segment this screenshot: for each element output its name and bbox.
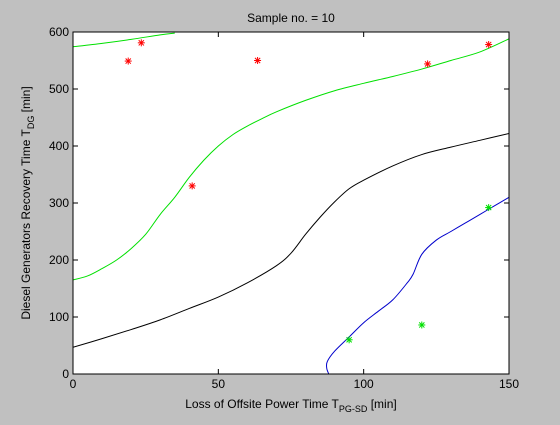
x-tick-label: 50 <box>212 377 226 391</box>
data-point-asterisk-7 <box>345 336 353 344</box>
data-point-asterisk-1 <box>124 57 132 65</box>
x-axis-label: Loss of Offsite Power Time TPG-SD [min] <box>185 397 396 414</box>
series-curve-2 <box>73 32 175 48</box>
series-curve-3 <box>73 132 509 348</box>
series-curve-1 <box>73 38 509 281</box>
data-point-asterisk-6 <box>485 41 493 49</box>
markers-layer <box>124 39 493 344</box>
curves-layer <box>73 32 509 374</box>
x-tick-label: 0 <box>70 377 77 391</box>
data-point-asterisk-3 <box>254 57 262 64</box>
y-axis-label: Diesel Generators Recovery Time TDG [min… <box>19 86 36 319</box>
x-axis-label-unit: [min] <box>367 397 396 411</box>
data-point-asterisk-4 <box>188 182 196 190</box>
y-axis-label-unit: [min] <box>19 86 33 115</box>
y-axis-label-subscript: DG <box>26 116 36 130</box>
x-tick-label: 100 <box>354 377 374 391</box>
x-axis-label-subscript: PG-SD <box>339 404 368 414</box>
y-tick-label: 0 <box>62 367 69 381</box>
series-curve-4 <box>325 196 509 374</box>
y-tick-label: 300 <box>49 196 69 210</box>
chart-title: Sample no. = 10 <box>247 11 335 25</box>
data-point-asterisk-9 <box>485 204 493 212</box>
data-point-asterisk-5 <box>424 60 432 68</box>
y-tick-label: 200 <box>49 253 69 267</box>
ticks-layer: 0 50 100 150 0 100 200 300 400 500 600 <box>49 25 519 391</box>
plot-area <box>73 32 509 374</box>
data-point-asterisk-8 <box>418 321 426 329</box>
y-tick-label: 500 <box>49 82 69 96</box>
x-axis-label-main: Loss of Offsite Power Time T <box>185 397 339 411</box>
y-tick-label: 100 <box>49 310 69 324</box>
y-tick-label: 600 <box>49 25 69 39</box>
data-point-asterisk-2 <box>137 39 145 47</box>
y-axis-label-main: Diesel Generators Recovery Time T <box>19 128 33 319</box>
y-tick-label: 400 <box>49 139 69 153</box>
x-tick-label: 150 <box>499 377 519 391</box>
